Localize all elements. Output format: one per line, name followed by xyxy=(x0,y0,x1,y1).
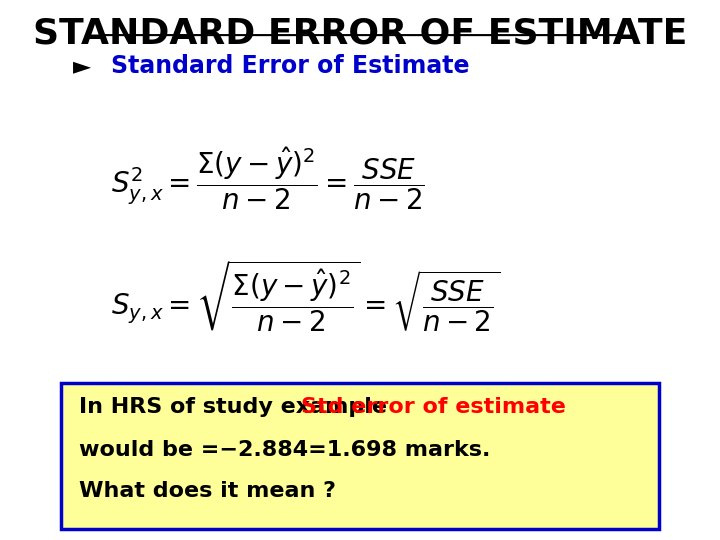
FancyBboxPatch shape xyxy=(60,383,660,529)
Text: ►: ► xyxy=(73,54,91,78)
Text: $S_{y,x} = \sqrt{\dfrac{\Sigma(y - \hat{y})^2}{n-2}} = \sqrt{\dfrac{SSE}{n-2}}$: $S_{y,x} = \sqrt{\dfrac{\Sigma(y - \hat{… xyxy=(111,259,500,334)
Text: $S^2_{y,x} = \dfrac{\Sigma(y - \hat{y})^2}{n-2} = \dfrac{SSE}{n-2}$: $S^2_{y,x} = \dfrac{\Sigma(y - \hat{y})^… xyxy=(111,146,424,212)
Text: would be =−2.884=1.698 marks.: would be =−2.884=1.698 marks. xyxy=(79,440,491,460)
Text: In HRS of study example: In HRS of study example xyxy=(79,397,403,417)
Text: What does it mean ?: What does it mean ? xyxy=(79,481,336,501)
Text: STANDARD ERROR OF ESTIMATE: STANDARD ERROR OF ESTIMATE xyxy=(33,16,687,50)
Text: Standard Error of Estimate: Standard Error of Estimate xyxy=(111,54,469,78)
Text: Std error of estimate: Std error of estimate xyxy=(301,397,566,417)
